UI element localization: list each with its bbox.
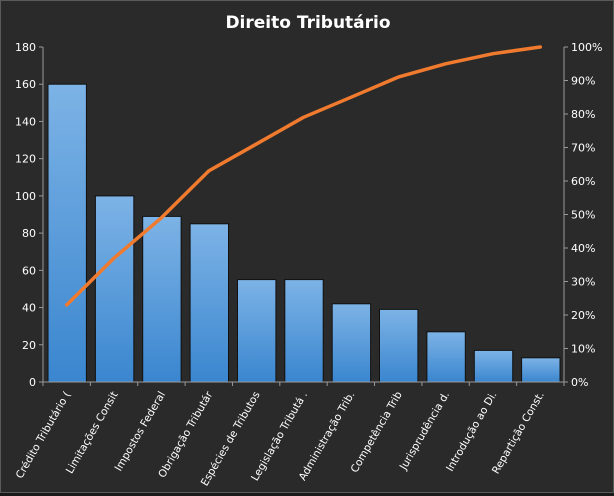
plot-area: 0 20 40 60 80 100 120 140 160 180 0% 10% 20% 30% 40% 50… bbox=[14, 41, 603, 488]
y-tick-label: 160 bbox=[15, 78, 36, 91]
y-tick-label: 100 bbox=[15, 190, 36, 203]
y2-tick-label: 90% bbox=[571, 75, 595, 88]
x-tick-label: Jurisprudência d. bbox=[397, 390, 452, 473]
x-tick-label: Competência Trib bbox=[349, 389, 405, 475]
y2-tick-label: 50% bbox=[571, 209, 595, 222]
bar-2 bbox=[94, 195, 135, 383]
cumulative-percent-line bbox=[64, 45, 543, 307]
y-tick-label: 80 bbox=[22, 227, 36, 240]
y-tick-label: 60 bbox=[22, 264, 36, 277]
bar-3 bbox=[142, 215, 182, 383]
y-tick-label: 40 bbox=[22, 302, 36, 315]
y2-tick-label: 80% bbox=[571, 108, 595, 121]
y2-tick-label: 70% bbox=[571, 142, 595, 155]
x-tick-label: Introdução ao Di. bbox=[444, 390, 500, 474]
y-tick-label: 0 bbox=[29, 376, 36, 389]
y2-tick-label: 0% bbox=[571, 376, 588, 389]
y2-tick-label: 100% bbox=[571, 41, 602, 54]
x-tick-label: Repartição Const. bbox=[490, 390, 547, 477]
y2-tick-label: 60% bbox=[571, 175, 595, 188]
x-tick-label: Limitações Consit bbox=[64, 390, 121, 476]
y-tick-label: 20 bbox=[22, 339, 36, 352]
y2-tick-label: 40% bbox=[571, 242, 595, 255]
chart-title: Direito Tributário bbox=[225, 13, 390, 33]
x-tick-label: Obrigação Tributár bbox=[156, 389, 215, 480]
y-tick-label: 120 bbox=[15, 153, 36, 166]
bar-7 bbox=[331, 303, 372, 383]
y2-tick-label: 10% bbox=[571, 343, 595, 356]
y-tick-label: 140 bbox=[15, 115, 36, 128]
y2-tick-label: 20% bbox=[571, 309, 595, 322]
x-tick-label: Crédito Tributário ( bbox=[14, 390, 74, 481]
bar-1 bbox=[47, 83, 87, 383]
bar-10 bbox=[473, 349, 514, 383]
bar-9 bbox=[426, 331, 466, 383]
bar-4 bbox=[189, 223, 230, 383]
y2-tick-label: 30% bbox=[571, 276, 595, 289]
bar-11 bbox=[521, 357, 561, 383]
bar-6 bbox=[284, 279, 324, 383]
x-tick-label: Impostos Federal bbox=[113, 390, 168, 474]
bar-8 bbox=[379, 308, 419, 383]
y-tick-label: 180 bbox=[15, 41, 36, 54]
bar-5 bbox=[237, 279, 277, 383]
